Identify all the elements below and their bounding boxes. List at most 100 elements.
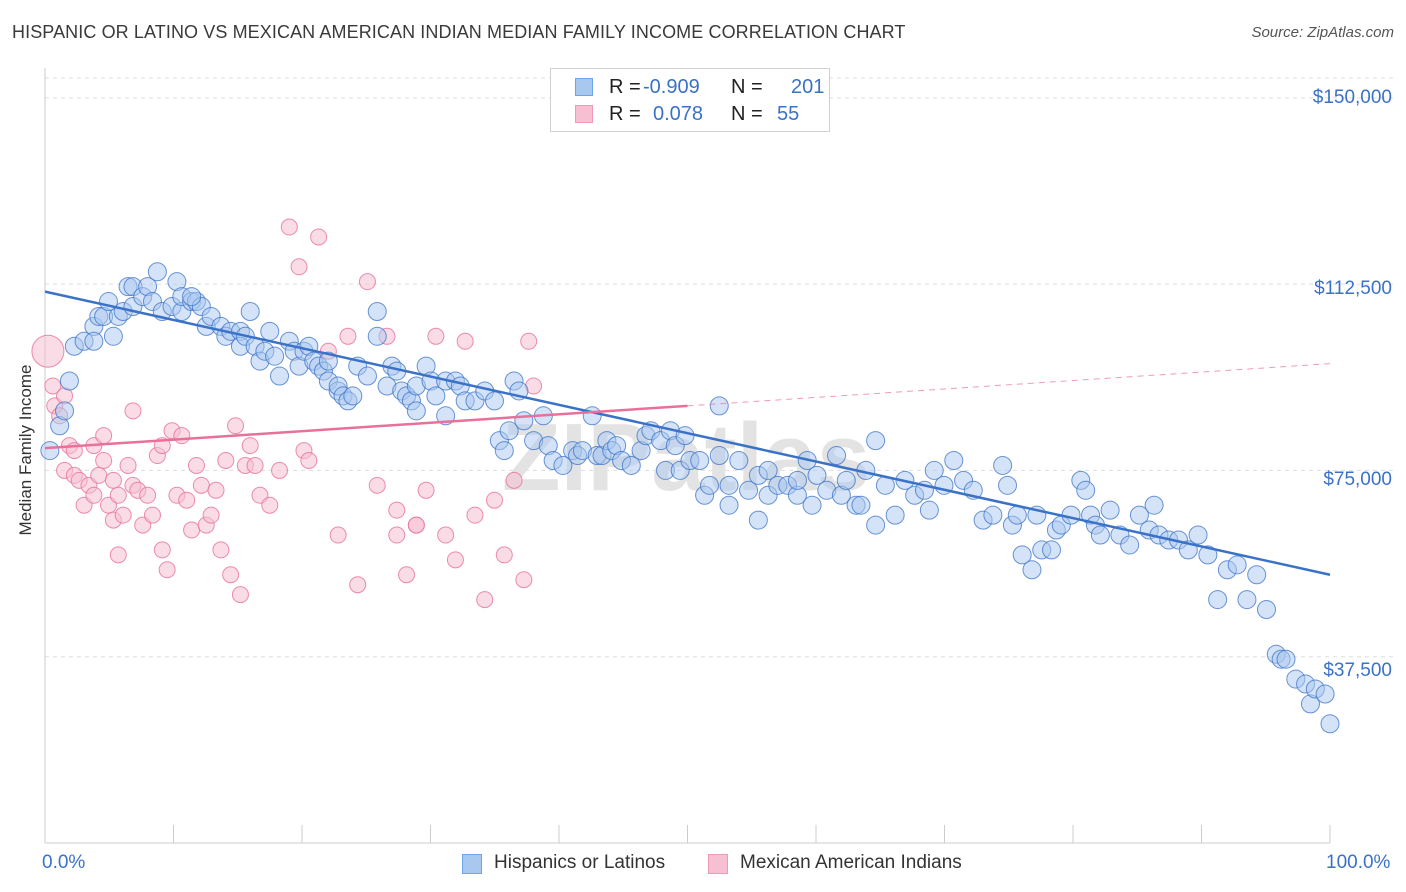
data-point-hispanics-or-latinos bbox=[787, 470, 807, 490]
data-point-hispanics-or-latinos bbox=[40, 441, 60, 461]
data-point-hispanics-or-latinos bbox=[147, 262, 167, 282]
y-tick-75000: $75,000 bbox=[1323, 469, 1392, 490]
data-point-mexican-american-indians bbox=[290, 258, 308, 276]
data-point-mexican-american-indians bbox=[417, 481, 435, 499]
legend-n-label: N = bbox=[731, 76, 763, 98]
data-point-mexican-american-indians bbox=[515, 571, 533, 589]
data-point-hispanics-or-latinos bbox=[944, 451, 964, 470]
data-point-mexican-american-indians bbox=[388, 501, 406, 519]
data-point-mexican-american-indians bbox=[90, 466, 108, 484]
data-point-hispanics-or-latinos bbox=[1007, 505, 1027, 525]
data-point-hispanics-or-latinos bbox=[582, 406, 602, 426]
data-point-hispanics-or-latinos bbox=[182, 287, 202, 307]
data-point-hispanics-or-latinos bbox=[265, 346, 285, 366]
data-point-hispanics-or-latinos bbox=[1076, 480, 1096, 500]
data-point-mexican-american-indians bbox=[158, 561, 176, 579]
y-tick-37500: $37,500 bbox=[1323, 660, 1392, 681]
legend-swatch-blue bbox=[575, 78, 593, 96]
data-point-hispanics-or-latinos bbox=[485, 391, 505, 411]
data-point-hispanics-or-latinos bbox=[1100, 500, 1120, 520]
y-axis-title-wrap: Median Family Income bbox=[6, 300, 46, 600]
data-point-mexican-american-indians bbox=[261, 496, 279, 514]
data-point-hispanics-or-latinos bbox=[1276, 649, 1296, 669]
data-point-mexican-american-indians bbox=[95, 427, 113, 445]
data-point-hispanics-or-latinos bbox=[719, 495, 739, 515]
data-point-mexican-american-indians bbox=[124, 402, 142, 420]
data-point-hispanics-or-latinos bbox=[553, 455, 573, 475]
legend-r-label: R = bbox=[609, 76, 641, 98]
data-point-hispanics-or-latinos bbox=[699, 475, 719, 495]
data-point-hispanics-or-latinos bbox=[1129, 505, 1149, 525]
data-point-mexican-american-indians bbox=[227, 417, 245, 435]
data-point-mexican-american-indians bbox=[398, 566, 416, 584]
data-point-hispanics-or-latinos bbox=[690, 451, 710, 470]
data-point-hispanics-or-latinos bbox=[885, 505, 905, 525]
data-point-mexican-american-indians bbox=[119, 456, 137, 474]
data-point-hispanics-or-latinos bbox=[1256, 600, 1276, 620]
legend-r-label: R = bbox=[609, 103, 641, 125]
data-point-hispanics-or-latinos bbox=[55, 401, 75, 421]
data-point-mexican-american-indians bbox=[241, 437, 259, 455]
data-point-mexican-american-indians bbox=[153, 541, 171, 559]
data-point-hispanics-or-latinos bbox=[924, 460, 944, 480]
data-point-mexican-american-indians bbox=[339, 327, 357, 345]
data-point-hispanics-or-latinos bbox=[406, 401, 426, 421]
trend-lines bbox=[44, 290, 1331, 576]
data-point-mexican-american-indians bbox=[280, 218, 298, 236]
data-point-mexican-american-indians bbox=[217, 452, 235, 469]
data-point-mexican-american-indians bbox=[358, 273, 376, 291]
data-point-hispanics-or-latinos bbox=[709, 446, 729, 466]
bottom-legend-swatch-pink bbox=[708, 854, 728, 874]
y-axis-title: Median Family Income bbox=[16, 364, 35, 536]
data-point-mexican-american-indians bbox=[520, 332, 538, 350]
trend-line-mexican-extension bbox=[687, 363, 1331, 407]
data-point-mexican-american-indians bbox=[183, 521, 201, 539]
source-label: Source: ZipAtlas.com bbox=[1251, 24, 1394, 41]
data-point-mexican-american-indians bbox=[476, 591, 494, 609]
data-point-hispanics-or-latinos bbox=[993, 455, 1013, 475]
legend-n-label: N = bbox=[731, 103, 763, 125]
y-tick-112500: $112,500 bbox=[1314, 278, 1392, 299]
data-point-mexican-american-indians bbox=[192, 476, 210, 494]
data-point-hispanics-or-latinos bbox=[827, 446, 847, 466]
y-tick-150000: $150,000 bbox=[1312, 87, 1392, 108]
data-point-hispanics-or-latinos bbox=[1090, 525, 1110, 545]
data-point-mexican-american-indians bbox=[407, 516, 425, 534]
data-point-mexican-american-indians bbox=[437, 526, 455, 544]
data-point-mexican-american-indians bbox=[310, 228, 328, 246]
data-point-mexican-american-indians bbox=[85, 486, 103, 504]
data-point-mexican-american-indians bbox=[212, 541, 230, 559]
legend-n-value: 201 bbox=[791, 76, 825, 98]
data-point-mexican-american-indians bbox=[207, 481, 225, 499]
data-point-mexican-american-indians bbox=[95, 452, 113, 469]
data-point-hispanics-or-latinos bbox=[270, 366, 290, 386]
data-point-hispanics-or-latinos bbox=[919, 500, 939, 520]
data-point-mexican-american-indians bbox=[300, 452, 318, 469]
data-point-hispanics-or-latinos bbox=[807, 465, 827, 485]
data-point-hispanics-or-latinos bbox=[1237, 590, 1257, 610]
bottom-legend-label-hispanics: Hispanics or Latinos bbox=[494, 852, 666, 873]
data-point-mexican-american-indians bbox=[173, 427, 191, 445]
data-point-hispanics-or-latinos bbox=[367, 326, 387, 346]
data-point-mexican-american-indians bbox=[187, 456, 205, 474]
data-point-hispanics-or-latinos bbox=[1188, 525, 1208, 545]
data-point-hispanics-or-latinos bbox=[1120, 535, 1140, 555]
data-point-mexican-american-indians bbox=[222, 566, 240, 584]
chart-title: HISPANIC OR LATINO VS MEXICAN AMERICAN I… bbox=[12, 22, 906, 42]
data-point-hispanics-or-latinos bbox=[318, 351, 338, 371]
legend-swatch-pink bbox=[575, 105, 593, 123]
data-point-hispanics-or-latinos bbox=[1144, 495, 1164, 515]
data-point-hispanics-or-latinos bbox=[739, 480, 759, 500]
data-point-mexican-american-indians bbox=[427, 327, 445, 345]
data-point-hispanics-or-latinos bbox=[367, 301, 387, 321]
data-point-mexican-american-indians bbox=[109, 486, 127, 504]
grid-lines bbox=[45, 77, 1395, 658]
legend-n-value: 55 bbox=[777, 103, 800, 125]
data-point-hispanics-or-latinos bbox=[802, 495, 822, 515]
data-point-mexican-american-indians bbox=[139, 486, 157, 504]
data-point-hispanics-or-latinos bbox=[426, 386, 446, 406]
data-point-hispanics-or-latinos bbox=[758, 460, 778, 480]
data-point-hispanics-or-latinos bbox=[675, 426, 695, 446]
data-point-hispanics-or-latinos bbox=[719, 475, 739, 495]
data-point-hispanics-or-latinos bbox=[1315, 684, 1335, 704]
